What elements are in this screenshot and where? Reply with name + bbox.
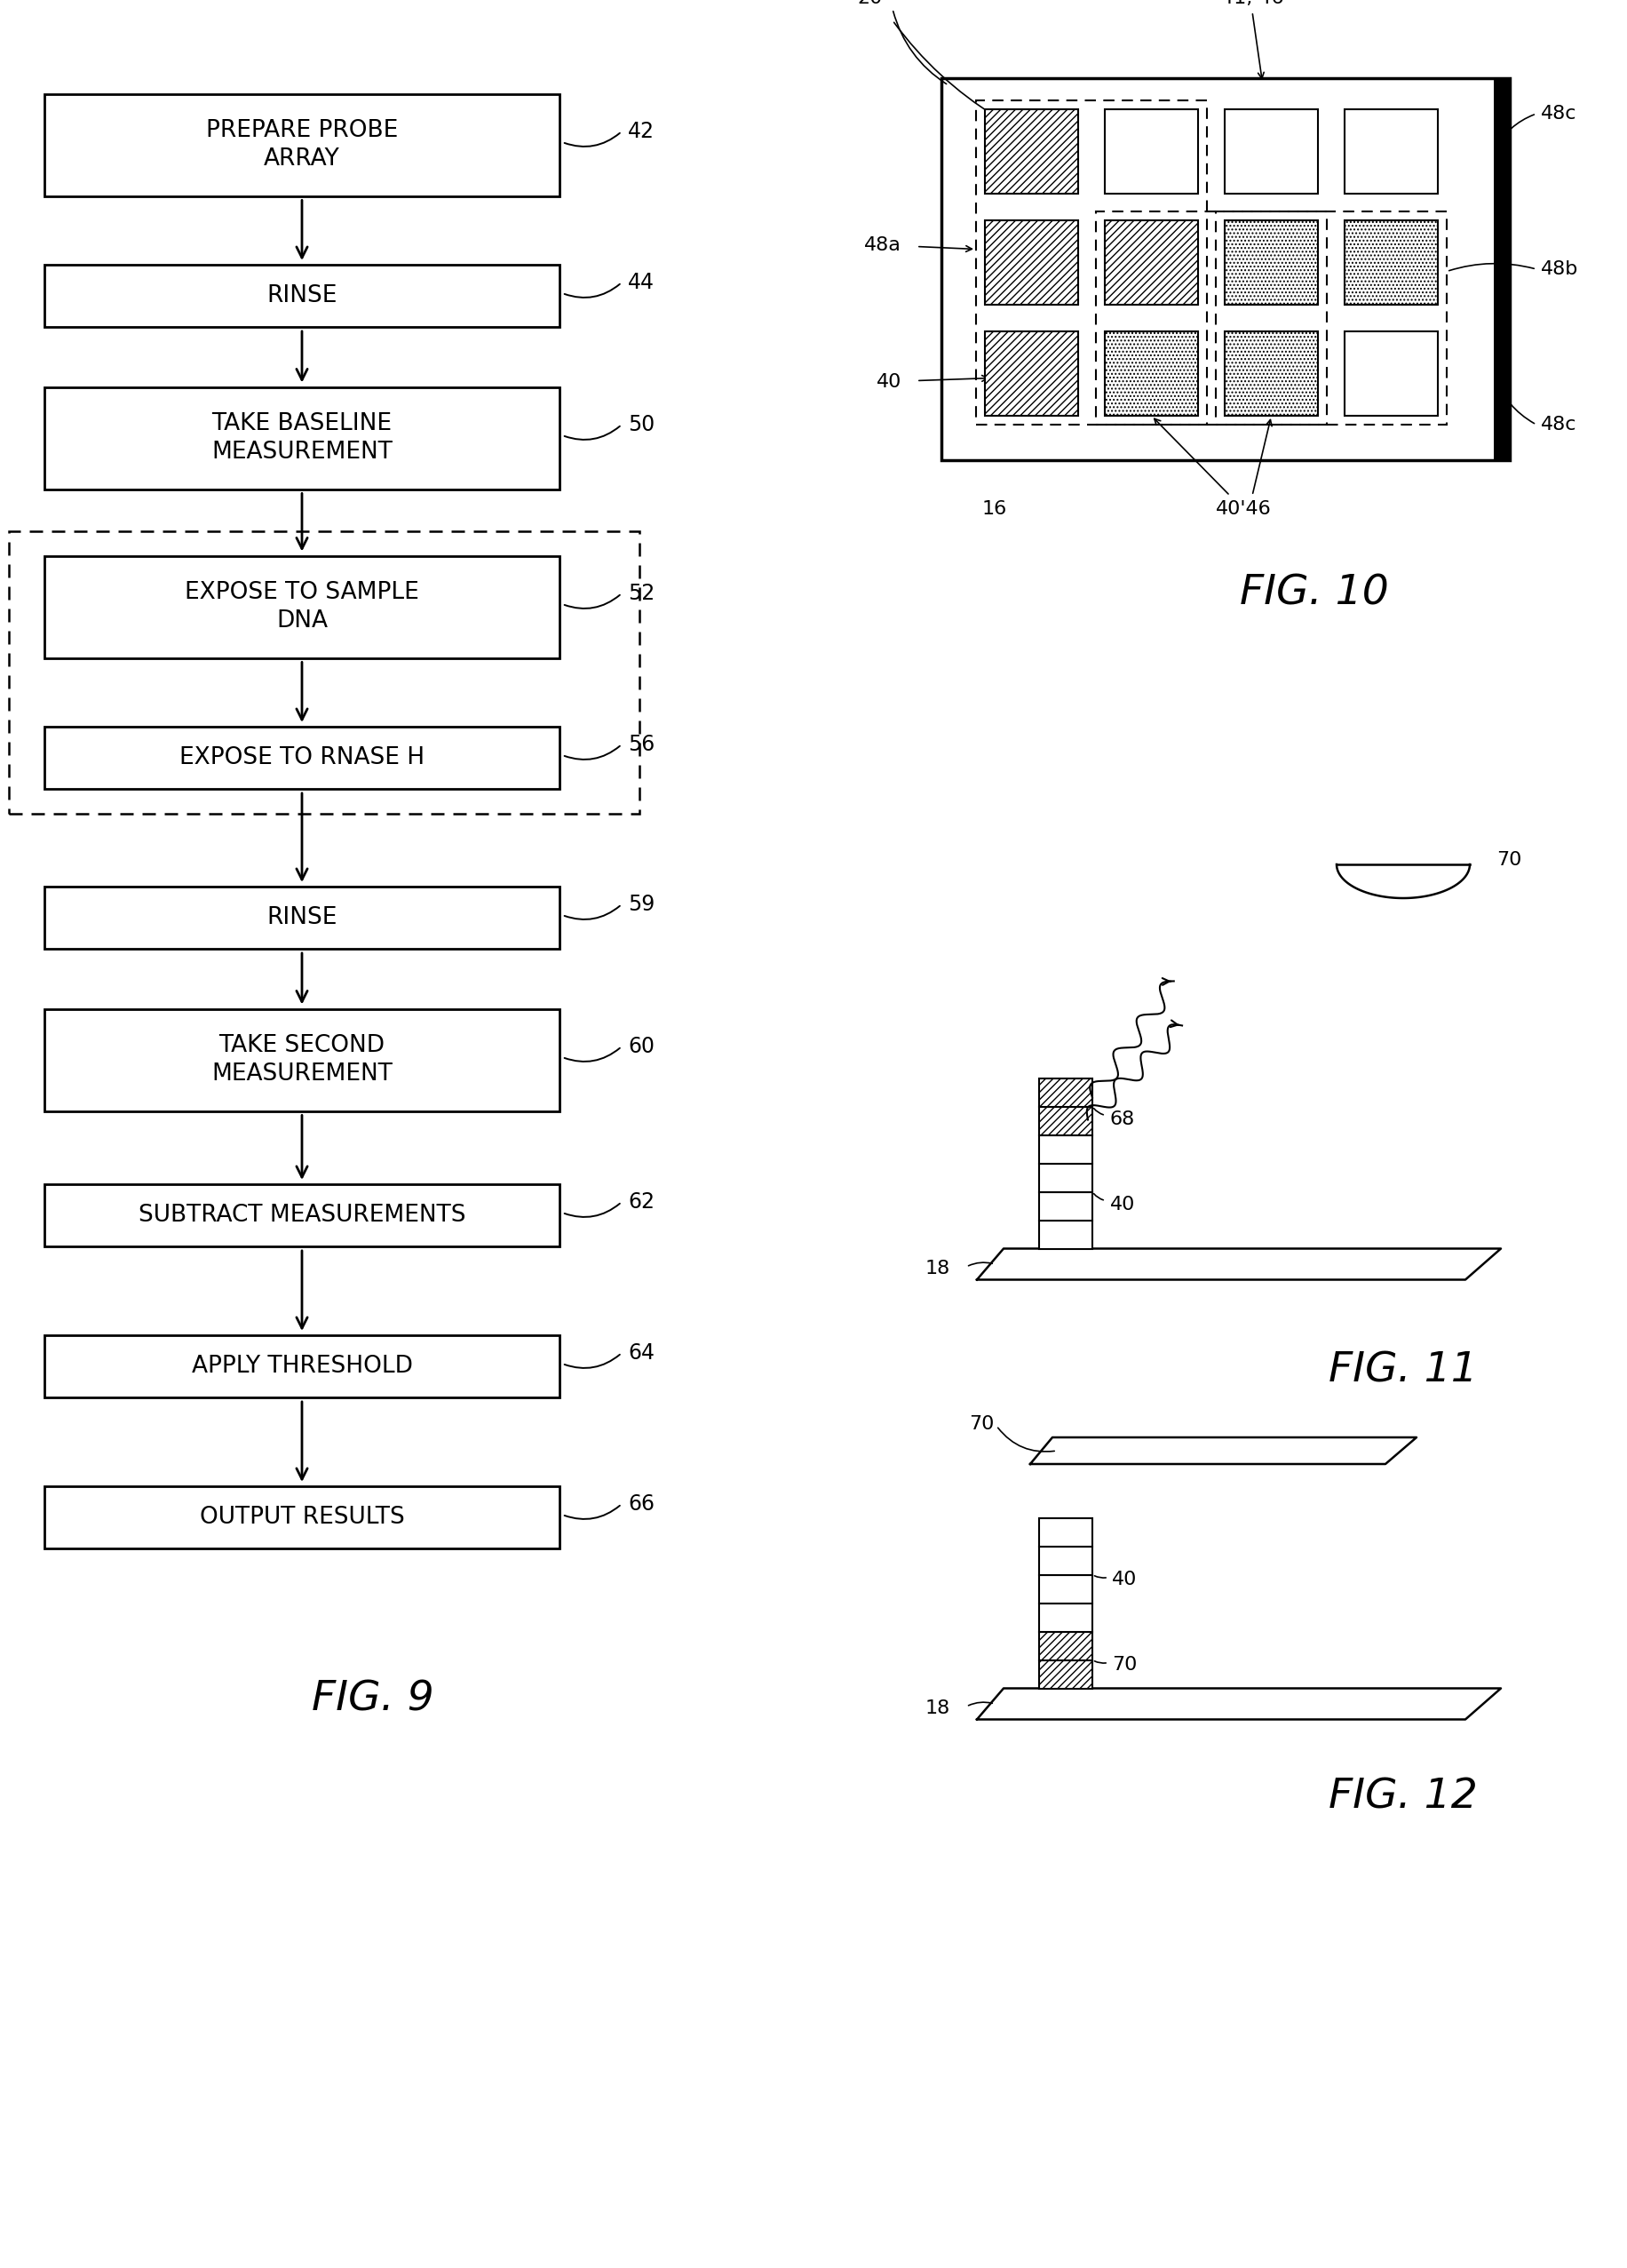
FancyBboxPatch shape bbox=[1224, 220, 1318, 304]
FancyBboxPatch shape bbox=[1038, 1134, 1092, 1163]
FancyBboxPatch shape bbox=[1344, 331, 1437, 415]
Text: 62: 62 bbox=[628, 1191, 654, 1213]
Text: APPLY THRESHOLD: APPLY THRESHOLD bbox=[192, 1354, 412, 1379]
Text: 48c: 48c bbox=[1541, 415, 1577, 433]
Text: TAKE BASELINE
MEASUREMENT: TAKE BASELINE MEASUREMENT bbox=[212, 413, 392, 463]
FancyBboxPatch shape bbox=[1038, 1547, 1092, 1574]
Text: 48a: 48a bbox=[864, 236, 901, 254]
Text: 40: 40 bbox=[1111, 1569, 1137, 1588]
Text: 44: 44 bbox=[628, 272, 654, 293]
FancyBboxPatch shape bbox=[1224, 109, 1318, 193]
Text: 64: 64 bbox=[628, 1343, 654, 1363]
Text: 68: 68 bbox=[1110, 1111, 1134, 1129]
FancyBboxPatch shape bbox=[984, 331, 1077, 415]
FancyBboxPatch shape bbox=[44, 1486, 560, 1549]
Text: FIG. 10: FIG. 10 bbox=[1240, 574, 1388, 612]
FancyBboxPatch shape bbox=[1038, 1603, 1092, 1631]
FancyBboxPatch shape bbox=[44, 1336, 560, 1397]
Text: 18: 18 bbox=[924, 1259, 950, 1277]
Text: OUTPUT RESULTS: OUTPUT RESULTS bbox=[200, 1506, 403, 1529]
Text: 56: 56 bbox=[628, 735, 654, 755]
FancyBboxPatch shape bbox=[44, 726, 560, 789]
FancyBboxPatch shape bbox=[1344, 220, 1437, 304]
FancyBboxPatch shape bbox=[1105, 220, 1197, 304]
FancyBboxPatch shape bbox=[984, 220, 1077, 304]
FancyBboxPatch shape bbox=[940, 77, 1508, 460]
Text: RINSE: RINSE bbox=[267, 907, 337, 930]
FancyBboxPatch shape bbox=[1105, 331, 1197, 415]
Text: RINSE: RINSE bbox=[267, 284, 337, 308]
Polygon shape bbox=[1336, 864, 1469, 898]
FancyBboxPatch shape bbox=[1038, 1107, 1092, 1134]
FancyBboxPatch shape bbox=[1105, 109, 1197, 193]
FancyBboxPatch shape bbox=[44, 93, 560, 195]
Text: 70: 70 bbox=[1495, 850, 1521, 869]
Text: 16: 16 bbox=[981, 501, 1007, 517]
Text: EXPOSE TO RNASE H: EXPOSE TO RNASE H bbox=[179, 746, 425, 769]
Text: TAKE SECOND
MEASUREMENT: TAKE SECOND MEASUREMENT bbox=[212, 1034, 392, 1086]
FancyBboxPatch shape bbox=[44, 1009, 560, 1111]
FancyBboxPatch shape bbox=[1038, 1163, 1092, 1191]
Bar bbox=[1494, 77, 1508, 460]
FancyBboxPatch shape bbox=[1038, 1220, 1092, 1250]
Text: 40'46: 40'46 bbox=[1215, 501, 1271, 517]
Text: SUBTRACT MEASUREMENTS: SUBTRACT MEASUREMENTS bbox=[138, 1204, 465, 1227]
FancyBboxPatch shape bbox=[984, 109, 1077, 193]
Text: 70: 70 bbox=[970, 1415, 994, 1433]
Text: 48c: 48c bbox=[1541, 104, 1577, 122]
Text: FIG. 12: FIG. 12 bbox=[1328, 1778, 1477, 1817]
FancyBboxPatch shape bbox=[44, 388, 560, 490]
FancyBboxPatch shape bbox=[1038, 1517, 1092, 1547]
FancyBboxPatch shape bbox=[44, 1184, 560, 1247]
FancyBboxPatch shape bbox=[1038, 1574, 1092, 1603]
Text: FIG. 9: FIG. 9 bbox=[312, 1681, 434, 1719]
FancyBboxPatch shape bbox=[1038, 1631, 1092, 1660]
Text: PREPARE PROBE
ARRAY: PREPARE PROBE ARRAY bbox=[207, 118, 397, 170]
Text: 40: 40 bbox=[875, 374, 901, 392]
Text: 59: 59 bbox=[628, 894, 654, 914]
Polygon shape bbox=[976, 1687, 1500, 1719]
FancyBboxPatch shape bbox=[44, 265, 560, 327]
Text: 70: 70 bbox=[1111, 1656, 1137, 1674]
FancyBboxPatch shape bbox=[44, 556, 560, 658]
FancyBboxPatch shape bbox=[1038, 1077, 1092, 1107]
Text: 20: 20 bbox=[857, 0, 882, 7]
Text: 66: 66 bbox=[628, 1492, 654, 1515]
FancyBboxPatch shape bbox=[1038, 1191, 1092, 1220]
Text: 18: 18 bbox=[924, 1699, 950, 1717]
Text: 50: 50 bbox=[628, 415, 654, 435]
FancyBboxPatch shape bbox=[44, 887, 560, 948]
Text: 60: 60 bbox=[628, 1036, 654, 1057]
Text: 48b: 48b bbox=[1541, 261, 1578, 279]
Text: 52: 52 bbox=[628, 583, 654, 603]
Text: 40: 40 bbox=[1110, 1195, 1134, 1213]
Text: 41, 46: 41, 46 bbox=[1220, 0, 1282, 7]
Text: 42: 42 bbox=[628, 120, 654, 143]
FancyBboxPatch shape bbox=[1224, 331, 1318, 415]
Polygon shape bbox=[976, 1250, 1500, 1279]
Polygon shape bbox=[1030, 1438, 1415, 1465]
Text: FIG. 11: FIG. 11 bbox=[1328, 1352, 1477, 1390]
FancyBboxPatch shape bbox=[1344, 109, 1437, 193]
Text: EXPOSE TO SAMPLE
DNA: EXPOSE TO SAMPLE DNA bbox=[185, 581, 418, 633]
FancyBboxPatch shape bbox=[1038, 1660, 1092, 1687]
